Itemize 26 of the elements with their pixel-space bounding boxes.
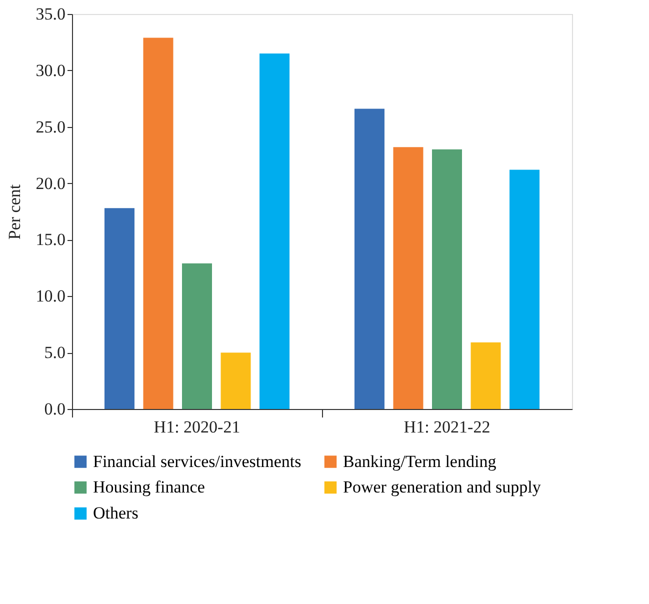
y-tick-label: 5.0 bbox=[44, 343, 66, 362]
legend-label: Banking/Term lending bbox=[343, 452, 497, 471]
bar bbox=[104, 208, 134, 409]
y-tick-label: 35.0 bbox=[36, 4, 66, 24]
y-tick-label: 30.0 bbox=[36, 60, 66, 80]
x-tick-label: H1: 2021-22 bbox=[404, 418, 490, 436]
legend-label: Housing finance bbox=[93, 478, 205, 496]
bar bbox=[510, 170, 540, 409]
legend-label: Power generation and supply bbox=[343, 478, 542, 496]
legend-label: Financial services/investments bbox=[93, 452, 302, 471]
bar bbox=[432, 149, 462, 409]
y-tick-label: 15.0 bbox=[36, 230, 66, 250]
y-tick-label: 10.0 bbox=[36, 286, 66, 306]
bar bbox=[143, 38, 174, 409]
bar bbox=[260, 54, 290, 409]
bar bbox=[393, 147, 424, 409]
y-tick-label: 20.0 bbox=[36, 174, 66, 193]
bar bbox=[470, 342, 501, 409]
x-tick-label: H1: 2020-21 bbox=[154, 418, 240, 436]
bar bbox=[354, 108, 384, 409]
bar bbox=[182, 263, 212, 409]
y-tick-label: 25.0 bbox=[36, 117, 66, 136]
y-tick-label: 0.0 bbox=[44, 400, 66, 418]
y-axis-title: Per cent bbox=[4, 184, 24, 240]
legend-label: Others bbox=[93, 504, 138, 522]
bar bbox=[220, 352, 251, 409]
